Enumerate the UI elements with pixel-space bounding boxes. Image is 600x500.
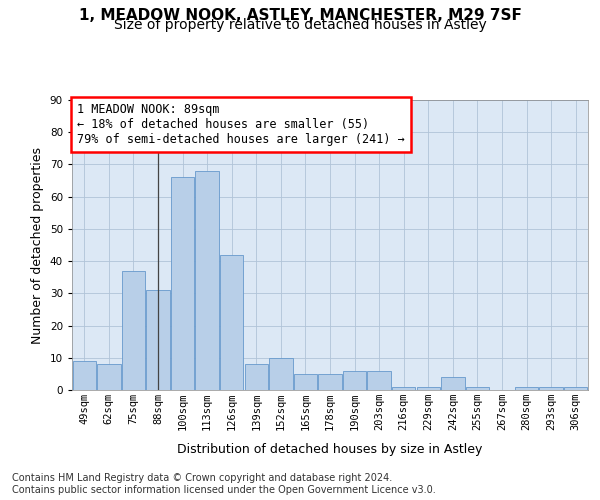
Text: Contains HM Land Registry data © Crown copyright and database right 2024.
Contai: Contains HM Land Registry data © Crown c… [12, 474, 436, 495]
Bar [294, 374, 317, 390]
Bar [515, 387, 538, 390]
Bar [343, 370, 366, 390]
Bar [196, 171, 219, 390]
Bar [367, 370, 391, 390]
Bar [466, 387, 489, 390]
Bar [146, 290, 170, 390]
Text: 1 MEADOW NOOK: 89sqm
← 18% of detached houses are smaller (55)
79% of semi-detac: 1 MEADOW NOOK: 89sqm ← 18% of detached h… [77, 103, 405, 146]
Bar [564, 387, 587, 390]
Y-axis label: Number of detached properties: Number of detached properties [31, 146, 44, 344]
Bar [245, 364, 268, 390]
Text: Size of property relative to detached houses in Astley: Size of property relative to detached ho… [113, 18, 487, 32]
Bar [122, 271, 145, 390]
Bar [269, 358, 293, 390]
Text: Distribution of detached houses by size in Astley: Distribution of detached houses by size … [178, 442, 482, 456]
Bar [441, 377, 464, 390]
Text: 1, MEADOW NOOK, ASTLEY, MANCHESTER, M29 7SF: 1, MEADOW NOOK, ASTLEY, MANCHESTER, M29 … [79, 8, 521, 22]
Bar [319, 374, 341, 390]
Bar [171, 178, 194, 390]
Bar [539, 387, 563, 390]
Bar [416, 387, 440, 390]
Bar [220, 254, 244, 390]
Bar [73, 361, 96, 390]
Bar [392, 387, 415, 390]
Bar [97, 364, 121, 390]
